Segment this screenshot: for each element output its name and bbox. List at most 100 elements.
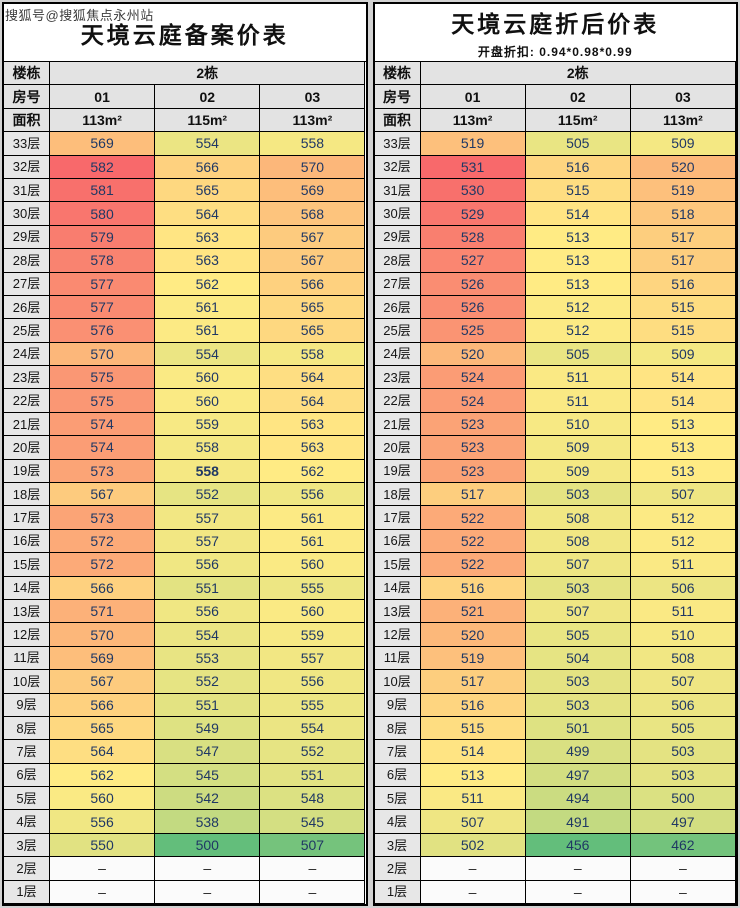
price-cell: 507 [525,553,631,577]
price-cell: 514 [525,202,631,226]
room-area: 113m² [260,108,366,133]
price-cell: 509 [525,436,631,460]
price-cell: 494 [525,787,631,811]
price-cell: 566 [50,576,156,600]
floor-label: 1层 [4,880,50,904]
price-cell: 569 [260,178,366,203]
price-cell: 561 [260,506,366,530]
price-cell: 501 [525,716,631,741]
floor-label: 18层 [374,483,421,507]
floor-label: 26层 [4,295,50,320]
price-cell: 581 [50,178,156,203]
price-cell: 510 [630,623,736,647]
floor-label: 19层 [374,459,421,483]
floor-label: 6层 [4,763,50,788]
price-cell: 522 [420,553,526,577]
price-cell: 567 [260,225,366,250]
discounted-price-table: 天境云庭折后价表 开盘折扣: 0.94*0.98*0.99 楼栋 2栋 房号 01 02… [372,2,738,906]
price-cell: 577 [50,295,156,320]
price-cell: 569 [50,132,156,156]
floor-label: 17层 [4,506,50,530]
discount-formula: 开盘折扣: 0.94*0.98*0.99 [477,45,633,59]
floor-label: 30层 [4,202,50,226]
room-number: 01 [420,85,526,109]
price-cell: 578 [50,249,156,273]
price-cell: 513 [630,459,736,483]
price-cell: 572 [50,529,156,554]
room-number: 03 [630,85,736,109]
empty-cell: – [50,880,156,904]
price-cell: 512 [630,529,736,554]
price-cell: 503 [525,483,631,507]
price-cell: 529 [420,202,526,226]
price-cell: 579 [50,225,156,250]
price-cell: 560 [260,553,366,577]
watermark-text: 搜狐号@搜狐焦点永州站 [5,8,154,23]
floor-label: 21层 [374,412,421,437]
price-cell: 554 [155,623,261,647]
building-label: 楼栋 [374,62,421,86]
price-cell: 523 [420,459,526,483]
price-cell: 507 [420,810,526,834]
price-cell: 520 [420,623,526,647]
empty-cell: – [155,857,261,881]
price-cell: 551 [155,576,261,600]
price-cell: 538 [155,810,261,834]
floor-label: 27层 [4,272,50,296]
price-cell: 491 [525,810,631,834]
price-cell: 545 [155,763,261,788]
price-cell: 522 [420,506,526,530]
floor-label: 13层 [374,599,421,624]
price-cell: 576 [50,319,156,343]
price-cell: 503 [630,763,736,788]
price-cell: 506 [630,693,736,717]
floor-label: 12层 [374,623,421,647]
price-cell: 503 [525,693,631,717]
price-cell: 565 [260,319,366,343]
price-cell: 516 [420,576,526,600]
price-cell: 507 [525,599,631,624]
price-cell: 509 [630,342,736,367]
price-cell: 511 [420,787,526,811]
building-value: 2栋 [420,62,736,86]
floor-label: 2层 [374,857,421,881]
price-cell: 580 [50,202,156,226]
price-cell: 515 [630,319,736,343]
price-cell: 519 [420,646,526,671]
price-cell: 511 [630,553,736,577]
floor-label: 2层 [4,857,50,881]
price-cell: 561 [155,319,261,343]
floor-label: 24层 [374,342,421,367]
floor-label: 22层 [374,389,421,413]
floor-label: 30层 [374,202,421,226]
price-cell: 506 [630,576,736,600]
price-cell: 522 [420,529,526,554]
price-cell: 559 [155,412,261,437]
room-number: 03 [260,85,366,109]
floor-label: 29层 [374,225,421,250]
price-cell: 557 [260,646,366,671]
price-cell: 527 [420,249,526,273]
discounted-price-grid: 楼栋 2栋 房号 01 02 03 面积 113m² 115m² 113m² 33层 519 505 50… [374,62,737,904]
price-cell: 563 [155,249,261,273]
price-cell: 555 [260,576,366,600]
price-cell: 516 [420,693,526,717]
area-label: 面积 [4,108,50,133]
price-cell: 508 [525,529,631,554]
empty-cell: – [630,880,736,904]
floor-label: 28层 [374,249,421,273]
room-area: 113m² [420,108,526,133]
price-cell: 513 [420,763,526,788]
floor-label: 5层 [4,787,50,811]
price-cell: 565 [155,178,261,203]
floor-label: 11层 [374,646,421,671]
price-cell: 511 [630,599,736,624]
price-cell: 513 [630,412,736,437]
price-cell: 516 [630,272,736,296]
price-cell: 503 [525,576,631,600]
price-cell: 566 [50,693,156,717]
price-cell: 545 [260,810,366,834]
floor-label: 15层 [4,553,50,577]
price-cell: 556 [155,599,261,624]
